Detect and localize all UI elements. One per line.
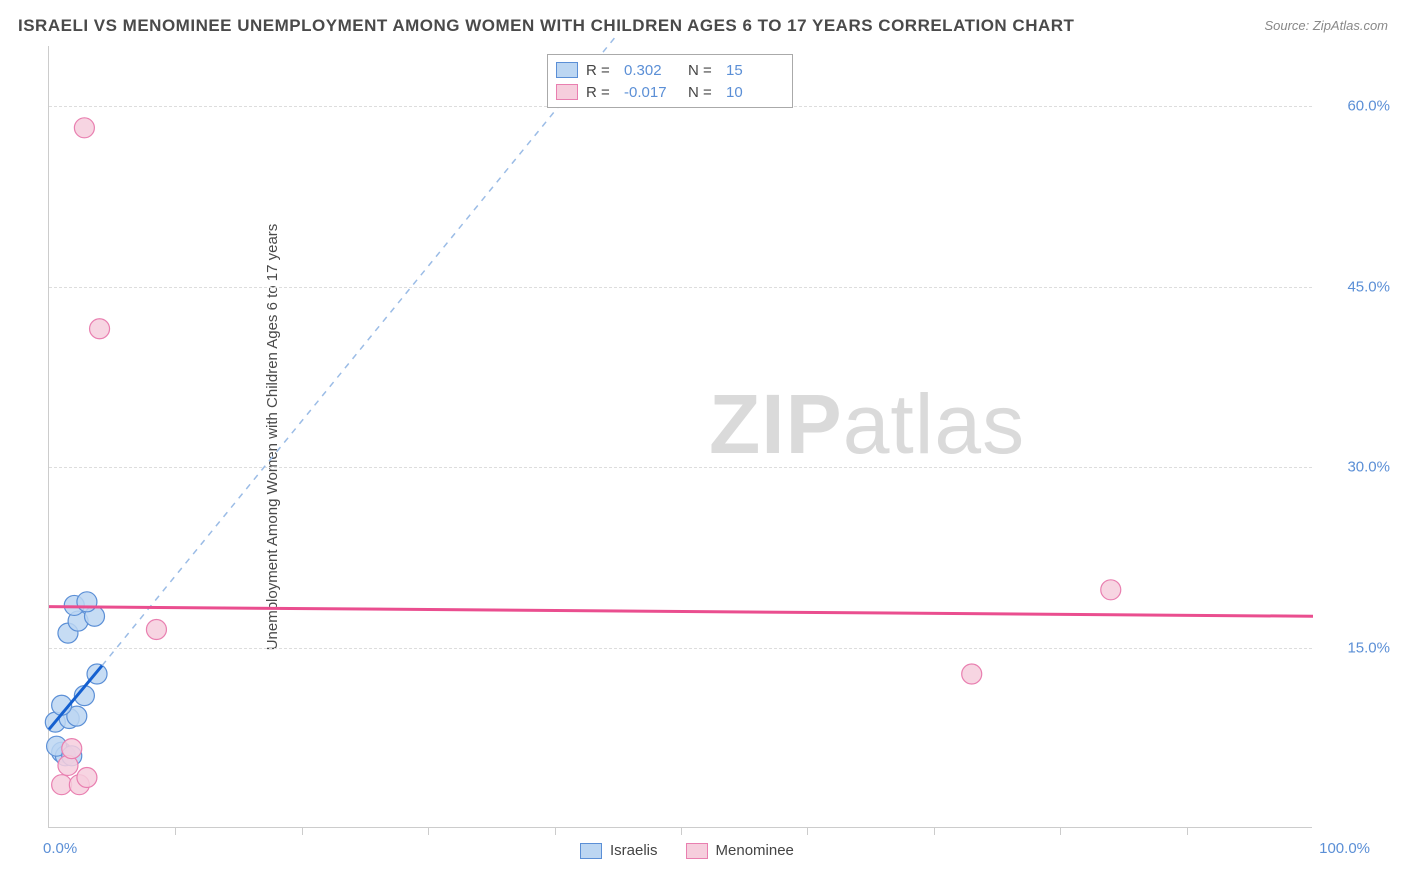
x-tick-minor [302, 827, 303, 835]
x-tick-minor [681, 827, 682, 835]
scatter-point [90, 319, 110, 339]
trend-line [49, 607, 1313, 617]
legend-text: 0.302 [624, 62, 680, 79]
x-tick-minor [555, 827, 556, 835]
scatter-point [1101, 580, 1121, 600]
y-tick-label: 30.0% [1347, 459, 1390, 476]
x-tick-minor [934, 827, 935, 835]
legend-text: 10 [726, 84, 782, 101]
scatter-point [74, 118, 94, 138]
source-attribution: Source: ZipAtlas.com [1264, 18, 1388, 33]
legend-swatch [556, 62, 578, 78]
x-tick-minor [1060, 827, 1061, 835]
legend-swatch [686, 843, 708, 859]
legend-series: Israelis Menominee [580, 842, 794, 859]
legend-text: -0.017 [624, 84, 680, 101]
x-tick-minor [428, 827, 429, 835]
scatter-point [62, 739, 82, 759]
legend-label: Menominee [716, 842, 794, 859]
legend-row: R = -0.017 N = 10 [556, 81, 782, 103]
x-tick-minor [175, 827, 176, 835]
legend-item: Israelis [580, 842, 658, 859]
x-tick-minor [807, 827, 808, 835]
legend-text: R = [586, 62, 616, 79]
legend-swatch [580, 843, 602, 859]
scatter-point [146, 619, 166, 639]
y-tick-label: 15.0% [1347, 639, 1390, 656]
scatter-point [962, 664, 982, 684]
legend-text: 15 [726, 62, 782, 79]
x-tick-100: 100.0% [1319, 840, 1370, 857]
scatter-point [52, 775, 72, 795]
legend-correlation: R = 0.302 N = 15 R = -0.017 N = 10 [547, 54, 793, 108]
scatter-point [77, 767, 97, 787]
x-tick-minor [1187, 827, 1188, 835]
legend-text: R = [586, 84, 616, 101]
legend-text: N = [688, 84, 718, 101]
trend-extension [102, 34, 618, 666]
legend-row: R = 0.302 N = 15 [556, 59, 782, 81]
legend-label: Israelis [610, 842, 658, 859]
x-tick-0: 0.0% [43, 840, 77, 857]
y-tick-label: 45.0% [1347, 278, 1390, 295]
plot-svg [49, 46, 1312, 827]
page-title: ISRAELI VS MENOMINEE UNEMPLOYMENT AMONG … [18, 16, 1074, 36]
chart-area: Unemployment Among Women with Children A… [48, 46, 1312, 828]
scatter-point [77, 592, 97, 612]
legend-text: N = [688, 62, 718, 79]
legend-swatch [556, 84, 578, 100]
y-tick-label: 60.0% [1347, 98, 1390, 115]
legend-item: Menominee [686, 842, 794, 859]
